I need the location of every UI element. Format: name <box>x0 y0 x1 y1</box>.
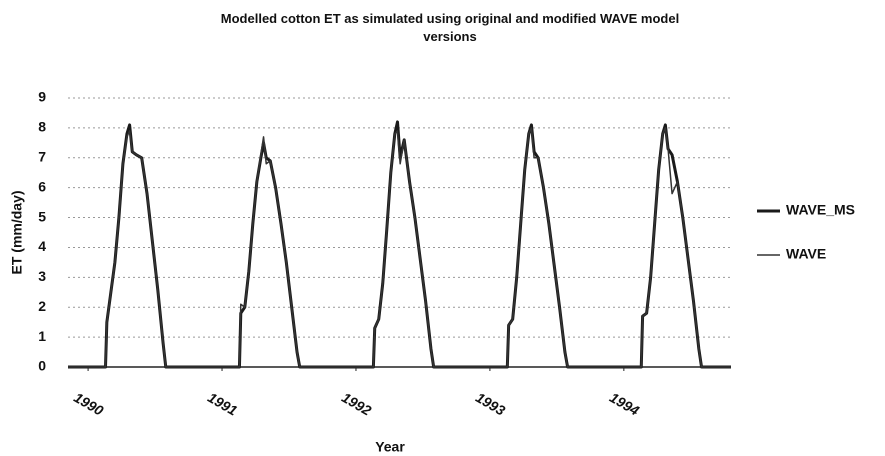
y-tick-label: 9 <box>38 89 46 105</box>
chart-title: Modelled cotton ET as simulated using or… <box>220 11 680 44</box>
x-axis-label: Year <box>375 439 405 455</box>
y-tick-label: 0 <box>38 358 46 374</box>
y-axis-label: ET (mm/day) <box>9 190 25 274</box>
y-tick-label: 8 <box>38 119 46 135</box>
legend-label: WAVE_MS <box>786 202 855 218</box>
x-tick-label: 1993 <box>473 389 508 419</box>
y-tick-label: 7 <box>38 148 46 164</box>
series-line <box>68 127 731 368</box>
y-tick-label: 3 <box>38 268 46 284</box>
y-tick-label: 4 <box>38 238 46 254</box>
x-tick-label: 1992 <box>339 389 374 419</box>
x-tick-label: 1994 <box>607 389 642 419</box>
y-tick-label: 6 <box>38 178 46 194</box>
y-tick-label: 5 <box>38 208 46 224</box>
y-tick-label: 1 <box>38 328 46 344</box>
x-tick-label: 1991 <box>205 389 240 419</box>
x-tick-label: 1990 <box>71 389 106 419</box>
y-tick-label: 2 <box>38 298 46 314</box>
legend-label: WAVE <box>786 246 826 262</box>
